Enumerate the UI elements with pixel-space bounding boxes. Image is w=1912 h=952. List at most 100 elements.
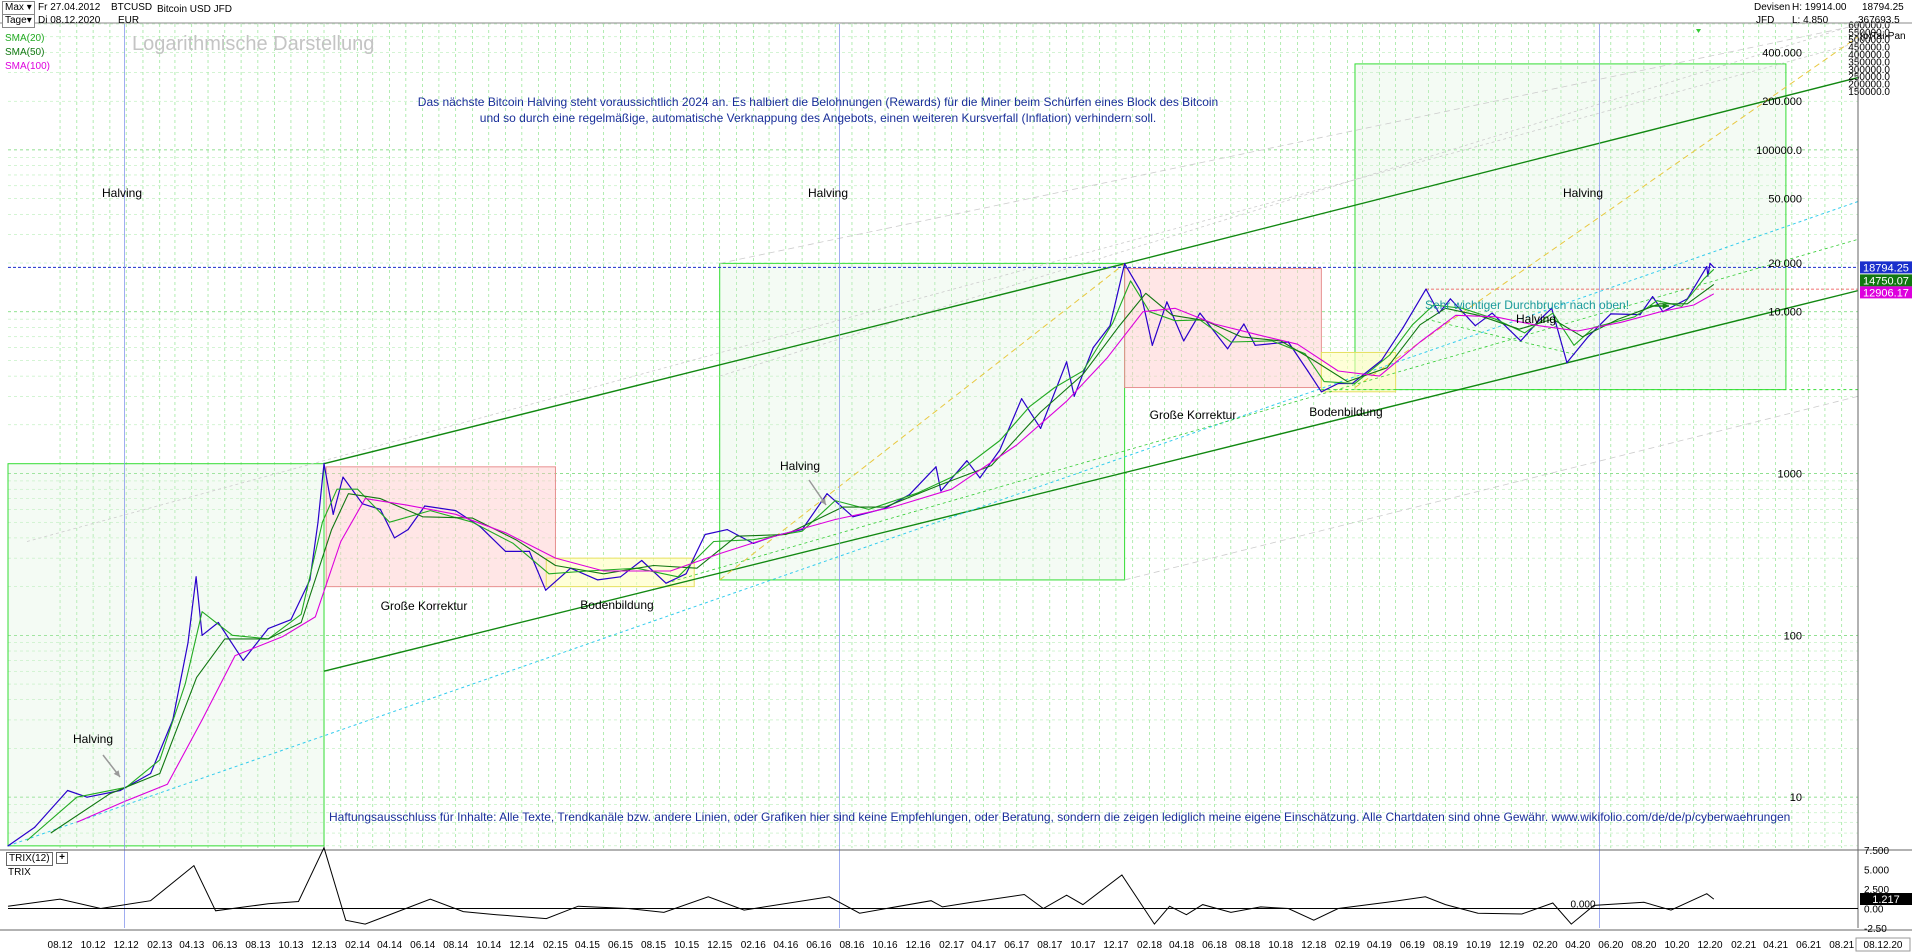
red-box-korrektur-1 [325,466,556,588]
x-tick-label: 04.13 [179,940,204,951]
price-point [1566,362,1568,364]
x-tick-label: 10.15 [674,940,699,951]
price-point [67,789,69,792]
dropdown-arrow-icon: ▾ [26,2,32,13]
trix-zero-label: 0.000 [1570,900,1595,911]
yellow-trend-2 [1354,36,1859,388]
x-tick-label: 08.15 [641,940,666,951]
x-tick-label: 12.12 [114,940,139,951]
range-select-value: Max [5,2,24,13]
y-tick-label: 1000 [1778,469,1802,481]
price-point [7,845,9,847]
x-tick-label: 10.14 [476,940,501,951]
green-dotted-trend-2 [1425,318,1578,356]
price-point [826,493,828,495]
price-point [1707,275,1709,277]
price-point [619,576,622,578]
disclaimer-text: Haftungsausschluss für Inhalte: Alle Tex… [329,810,1790,824]
green-box-cycle-3 [1354,63,1787,391]
grey-trend-1 [26,42,1859,542]
x-tick-label: 06.13 [212,940,237,951]
price-point [597,579,599,581]
y-small-tick-label: 250000.0 [1848,72,1890,83]
current-date-marker [1855,937,1911,952]
price-point [1474,325,1476,327]
price-point [309,579,311,581]
price-point [1709,262,1711,264]
trix-y-tick-label: -2.50 [1864,924,1887,935]
chart-series [7,262,1715,847]
price-point [242,659,244,662]
price-point [1438,312,1440,314]
legend-sma100: SMA(100) [5,61,51,72]
price-point [1686,298,1688,300]
price-point [1243,323,1245,325]
y-small-tick-label: 300000.0 [1848,65,1890,76]
price-point [1021,398,1023,400]
price-point [1040,427,1042,429]
trix-label: TRIX [8,867,31,878]
x-tick-label: 04.15 [575,940,600,951]
dropdown-arrow-icon: ▾ [26,15,32,26]
price-point [1639,314,1641,316]
price-point [1227,348,1229,350]
series-line-sma50 [50,283,1715,834]
chart-annotation-labels: Das nächste Bitcoin Halving steht voraus… [73,29,1790,824]
exchange-label: JFD [1756,15,1775,26]
market-label: Devisen [1754,2,1791,13]
last-price: 18794.25 [1862,2,1904,13]
x-tick-label: 04.20 [1565,940,1590,951]
instrument-name: Bitcoin USD JFD [157,4,233,15]
x-tick-label: 02.13 [147,940,172,951]
price-point [1139,290,1141,292]
price-point [704,533,706,536]
date-from: Fr 27.04.2012 [38,2,101,13]
x-tick-label: 12.13 [311,940,336,951]
x-tick-label: 12.20 [1698,940,1723,951]
price-point [999,449,1001,451]
y-tick-label: 10 [1790,792,1802,804]
y-small-tick-label: 200000.0 [1848,80,1890,91]
interval-select[interactable]: Tage▾ [2,14,35,28]
price-point [1380,359,1383,361]
grey-trend-4 [719,24,1859,264]
channel-top-2 [1124,76,1859,265]
trix-y-tick-label: 7.500 [1864,846,1889,857]
x-tick-label: 06.18 [1202,940,1227,951]
price-point [332,513,334,515]
grey-trend-3 [1124,395,1859,581]
price-point [1066,361,1068,363]
price-point [528,550,531,553]
grey-trend-2 [719,23,1859,377]
y-tick-label: 100000.0 [1756,145,1802,157]
x-tick-label: 10.20 [1664,940,1689,951]
chart-axes: 08.12 10.12 12.12 02.13 04.13 06.13 08.13 10.13… [0,20,1912,952]
range-select[interactable]: Max ▾ [2,1,35,15]
price-point [1183,340,1185,342]
x-tick-label: 02.19 [1335,940,1360,951]
price-tag-label: 14750.07 [1863,275,1909,287]
x-tick-label: 08.20 [1631,940,1656,951]
price-point [940,490,942,492]
x-tick-label: 06.15 [608,940,633,951]
x-tick-label: 12.19 [1499,940,1524,951]
x-tick-label: 08.14 [443,940,468,951]
price-tag-label: 18794.25 [1863,262,1909,274]
y-small-tick-label: 600000.0 [1848,20,1890,31]
date-to: Di 08.12.2020 [38,15,101,26]
price-point [752,542,754,545]
x-tick-label: 06.19 [1400,940,1425,951]
y-small-tick-label: 550000.0 [1848,28,1890,39]
price-point [545,589,547,591]
trix-indicator-button[interactable]: TRIX(12) [6,852,53,866]
price-point [1254,344,1256,346]
price-point [1402,326,1404,328]
price-point [966,460,968,462]
price-point [267,628,269,630]
price-point [726,529,728,531]
x-tick-label: 10.16 [873,940,898,951]
halving-arrow-2-head [819,498,826,505]
y-small-tick-label: 400000.0 [1848,50,1890,61]
add-indicator-icon[interactable]: + [56,852,68,864]
x-tick-label: 12.16 [906,940,931,951]
